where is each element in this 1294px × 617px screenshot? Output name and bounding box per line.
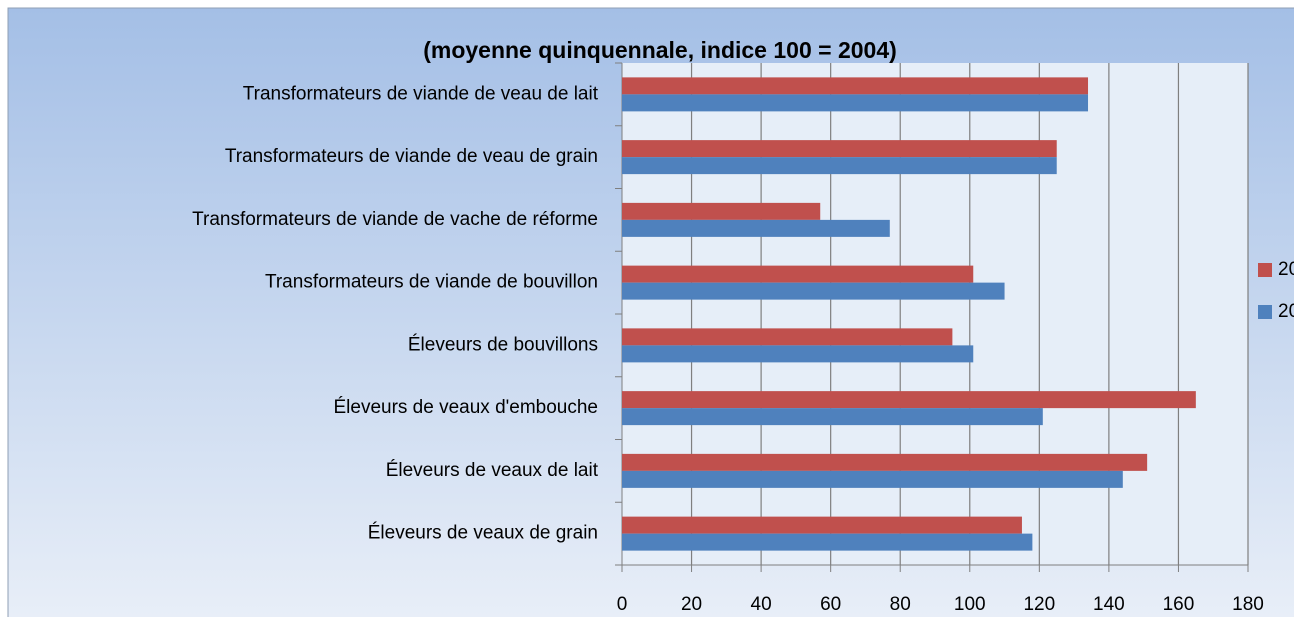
- bar: [622, 140, 1057, 158]
- plot-area: [622, 63, 1248, 565]
- bar: [622, 282, 1005, 300]
- legend-label: 2005-2009: [1278, 301, 1294, 322]
- chart-title: (moyenne quinquennale, indice 100 = 2004…: [423, 37, 897, 63]
- bar: [622, 345, 974, 363]
- y-tick-label: Éleveurs de bouvillons: [408, 334, 598, 355]
- x-tick-label: 80: [890, 594, 911, 615]
- bar: [622, 470, 1123, 488]
- bar: [622, 202, 821, 220]
- y-tick-label: Éleveurs de veaux d'embouche: [333, 397, 598, 418]
- x-tick-label: 100: [954, 594, 986, 615]
- x-tick-label: 120: [1023, 594, 1055, 615]
- bar: [622, 516, 1022, 534]
- bar: [622, 265, 974, 283]
- bar: [622, 219, 890, 237]
- y-tick-label: Transformateurs de viande de veau de lai…: [243, 83, 599, 104]
- bar: [622, 328, 953, 346]
- bar: [622, 408, 1043, 426]
- y-tick-label: Transformateurs de viande de bouvillon: [265, 272, 598, 293]
- x-tick-label: 180: [1232, 594, 1264, 615]
- bar: [622, 94, 1089, 112]
- bar: [622, 533, 1033, 551]
- y-tick-label: Transformateurs de viande de veau de gra…: [225, 146, 598, 167]
- x-tick-label: 160: [1163, 594, 1195, 615]
- bar: [622, 453, 1148, 471]
- x-tick-label: 20: [681, 594, 702, 615]
- x-tick-label: 60: [820, 594, 841, 615]
- bar: [622, 391, 1196, 409]
- y-tick-label: Transformateurs de viande de vache de ré…: [192, 209, 598, 230]
- legend-swatch: [1258, 305, 1272, 319]
- x-tick-label: 40: [751, 594, 772, 615]
- y-tick-label: Éleveurs de veaux de lait: [386, 460, 599, 481]
- bar: [622, 157, 1057, 175]
- x-tick-label: 0: [617, 594, 628, 615]
- bar: [622, 77, 1089, 95]
- y-tick-label: Éleveurs de veaux de grain: [368, 523, 598, 544]
- x-tick-label: 140: [1093, 594, 1125, 615]
- legend-swatch: [1258, 263, 1272, 277]
